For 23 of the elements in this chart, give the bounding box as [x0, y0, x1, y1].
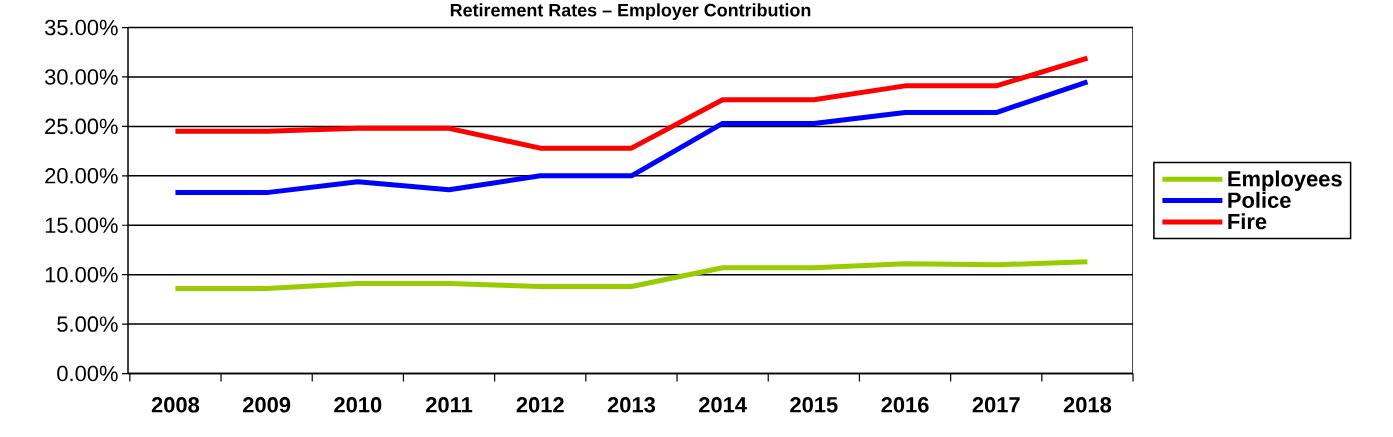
x-tick-label: 2009: [243, 397, 291, 413]
y-tick-label: 15.00%: [45, 217, 118, 234]
chart-title: Retirement Rates – Employer Contribution: [450, 3, 811, 21]
x-tick-label: 2016: [881, 397, 929, 413]
y-tick-label: 20.00%: [45, 168, 118, 184]
x-tick-label: 2010: [334, 397, 382, 413]
x-tick-label: 2015: [790, 397, 838, 413]
y-tick-label: 25.00%: [45, 118, 118, 135]
x-tick-label: 2013: [607, 397, 656, 413]
y-tick-label: 5.00%: [57, 316, 118, 333]
x-tick-label: 2011: [426, 397, 473, 413]
x-tick-label: 2014: [699, 397, 747, 413]
x-tick-label: 2018: [1063, 397, 1112, 413]
y-tick-label: 30.00%: [44, 69, 118, 85]
y-tick-label: 35.00%: [44, 20, 118, 36]
x-tick-label: 2012: [516, 397, 564, 413]
x-tick-label: 2017: [972, 397, 1020, 413]
legend-label: Police: [1228, 192, 1291, 209]
x-tick-label: 2008: [151, 397, 200, 413]
y-tick-label: 0.00%: [57, 366, 118, 382]
legend-label: Fire: [1228, 213, 1267, 230]
legend-label: Employees: [1228, 170, 1342, 192]
y-tick-label: 10.00%: [45, 267, 118, 283]
